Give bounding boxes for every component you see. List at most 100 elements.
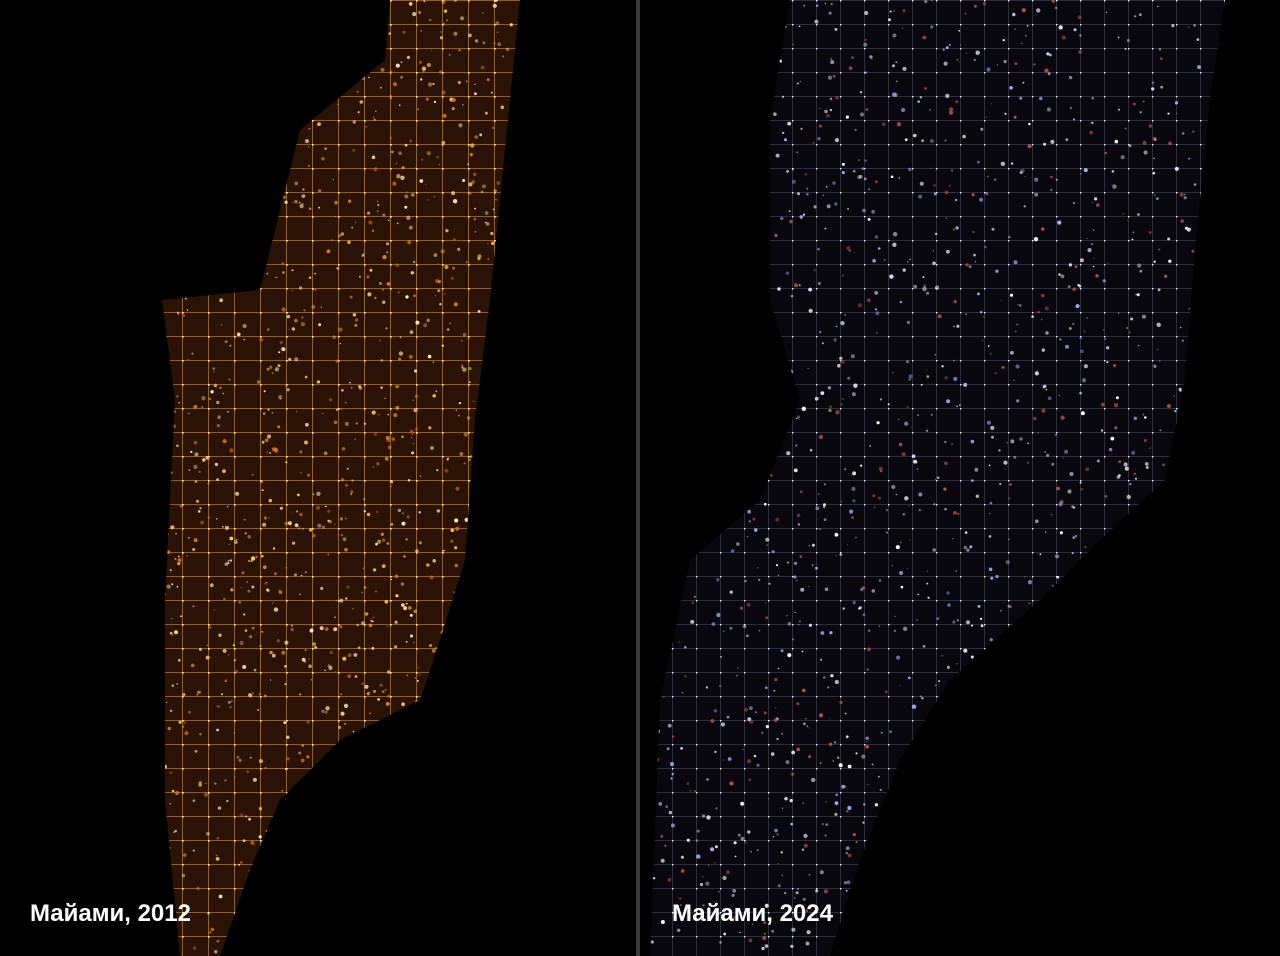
light-dot [309,628,314,633]
light-dot [1000,610,1002,612]
light-dot [321,157,325,161]
light-dot [1151,87,1155,91]
light-dot [414,677,416,679]
light-dot [284,683,287,686]
light-dot [792,43,795,46]
light-dot [949,110,953,115]
light-dot [988,567,993,572]
light-dot [846,880,851,885]
light-dot [306,755,310,759]
light-dot [922,645,926,648]
light-dot [869,445,872,447]
light-dot [339,598,344,603]
light-dot [274,367,280,372]
light-dot [945,93,950,98]
light-dot [281,262,285,266]
light-dot [248,817,252,821]
light-dot [413,408,418,413]
light-dot [895,493,898,496]
light-dot [895,545,900,550]
light-dot [1043,142,1047,146]
light-dot [1014,28,1016,30]
light-dot [877,247,881,250]
light-dot [680,869,685,873]
light-dot [714,845,718,849]
light-dot [774,233,778,238]
light-dot [340,533,344,537]
light-dot [433,253,438,257]
light-dot [395,594,399,598]
light-dot [946,665,950,669]
light-dot [458,123,463,128]
light-dot [670,777,673,780]
light-dot [878,775,880,778]
light-dot [787,622,792,626]
light-dot [166,550,171,554]
light-dot [797,888,800,890]
light-dot [487,242,489,245]
light-dot [222,392,225,395]
light-dot [906,360,909,364]
light-dot [308,207,312,210]
light-dot [986,67,991,72]
light-dot [766,544,769,547]
light-dot [1157,288,1161,292]
light-dot [1072,287,1076,291]
light-dot [455,526,460,531]
light-dot [235,491,240,496]
light-dot [1151,81,1155,85]
light-dot [372,116,375,119]
light-dot [215,854,218,857]
light-dot [791,927,796,932]
light-dot [390,485,392,487]
light-dot [795,444,798,447]
light-dot [394,574,399,578]
light-dot [397,385,400,388]
light-dot [739,931,741,934]
light-dot [1123,462,1128,467]
light-dot [949,107,954,112]
light-dot [1191,249,1195,253]
light-dot [791,772,795,776]
light-dot [221,693,223,696]
light-dot [368,76,370,79]
light-dot [786,561,790,564]
light-dot [749,719,754,724]
light-dot [799,555,803,558]
light-dot [1036,8,1041,13]
light-dot [719,684,722,688]
light-dot [317,122,321,127]
light-dot [427,82,433,87]
light-dot [866,783,869,786]
light-dot [321,709,325,714]
light-dot [899,300,903,304]
light-dot [388,32,392,35]
light-dot [266,272,269,275]
light-dot [747,759,751,764]
light-dot [930,167,932,170]
light-dot [216,728,220,732]
light-dot [825,823,829,826]
light-dot [1022,81,1025,84]
light-dot [490,231,494,236]
light-dot [453,591,455,594]
light-dot [1013,115,1017,119]
light-dot [186,555,188,557]
light-dot [839,700,843,705]
light-dot [946,399,951,404]
light-dot [948,43,951,47]
light-dot [266,367,270,371]
light-dot [171,618,173,620]
light-dot [314,272,316,275]
light-dot [208,397,212,401]
light-dot [387,694,391,698]
light-dot [935,684,937,686]
light-dot [895,61,898,64]
light-dot [269,365,273,369]
light-dot [495,21,500,26]
light-dot [333,420,338,425]
light-dot [979,197,984,202]
light-dot [244,629,248,632]
light-dot [357,646,361,650]
light-dot [224,679,228,682]
